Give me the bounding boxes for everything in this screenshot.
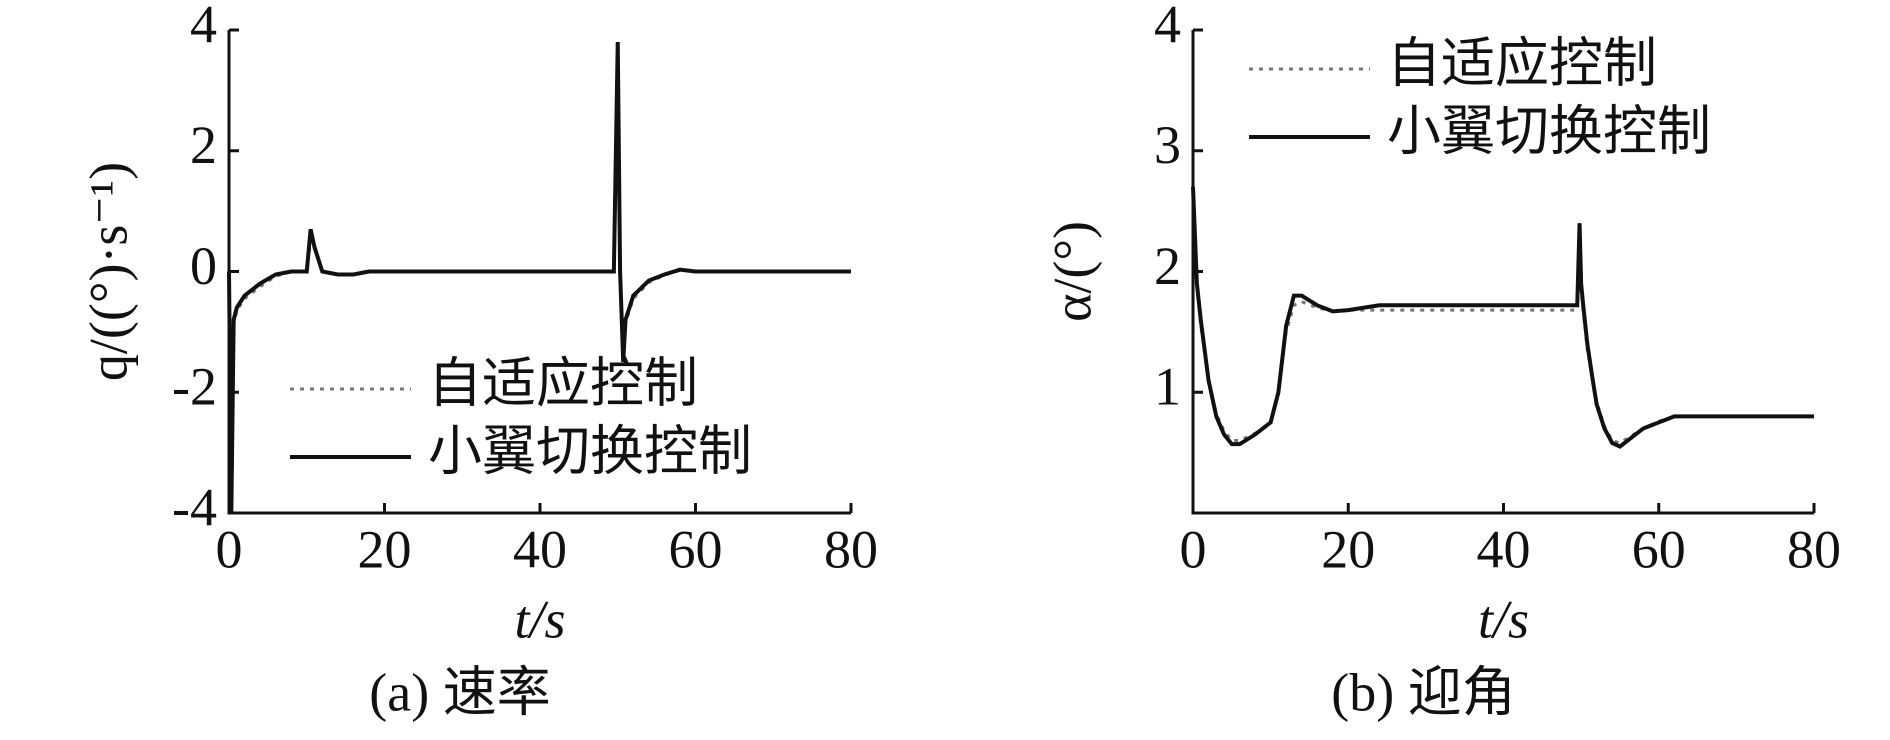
- y-tick-label: 4: [1154, 0, 1181, 54]
- x-tick-label: 80: [824, 519, 878, 579]
- y-axis-label: q/((°)·s⁻¹): [78, 162, 138, 381]
- x-tick-label: 80: [1787, 519, 1841, 579]
- y-tick-label: 4: [190, 0, 217, 54]
- y-tick-label: 0: [190, 236, 217, 296]
- y-tick-label: 2: [1154, 236, 1181, 296]
- x-tick-label: 20: [358, 519, 412, 579]
- caption: (a) 速率: [369, 662, 550, 722]
- x-tick-label: 60: [1632, 519, 1686, 579]
- x-tick-label: 0: [1180, 519, 1207, 579]
- x-tick-label: 60: [669, 519, 723, 579]
- y-tick-label: 1: [1154, 357, 1181, 417]
- x-tick-label: 20: [1321, 519, 1375, 579]
- y-axis-label: α/(°): [1042, 221, 1102, 322]
- series-line: [227, 42, 851, 514]
- legend-label: 小翼切换控制: [1387, 101, 1711, 161]
- x-axis-label: t/s: [1478, 589, 1529, 649]
- x-tick-label: 0: [216, 519, 243, 579]
- x-tick-label: 40: [1477, 519, 1531, 579]
- series-line: [1191, 186, 1814, 449]
- x-axis-label: t/s: [514, 589, 565, 649]
- x-tick-label: 40: [513, 519, 567, 579]
- y-tick-label: 2: [190, 115, 217, 175]
- caption: (b) 迎角: [1331, 662, 1515, 722]
- y-tick-label: 3: [1154, 115, 1181, 175]
- legend-label: 小翼切换控制: [428, 421, 752, 481]
- legend-label: 自适应控制: [428, 353, 698, 413]
- y-tick-label: -2: [172, 357, 217, 417]
- y-tick-label: -4: [172, 477, 217, 537]
- series-line: [1191, 198, 1814, 445]
- legend-label: 自适应控制: [1387, 33, 1657, 93]
